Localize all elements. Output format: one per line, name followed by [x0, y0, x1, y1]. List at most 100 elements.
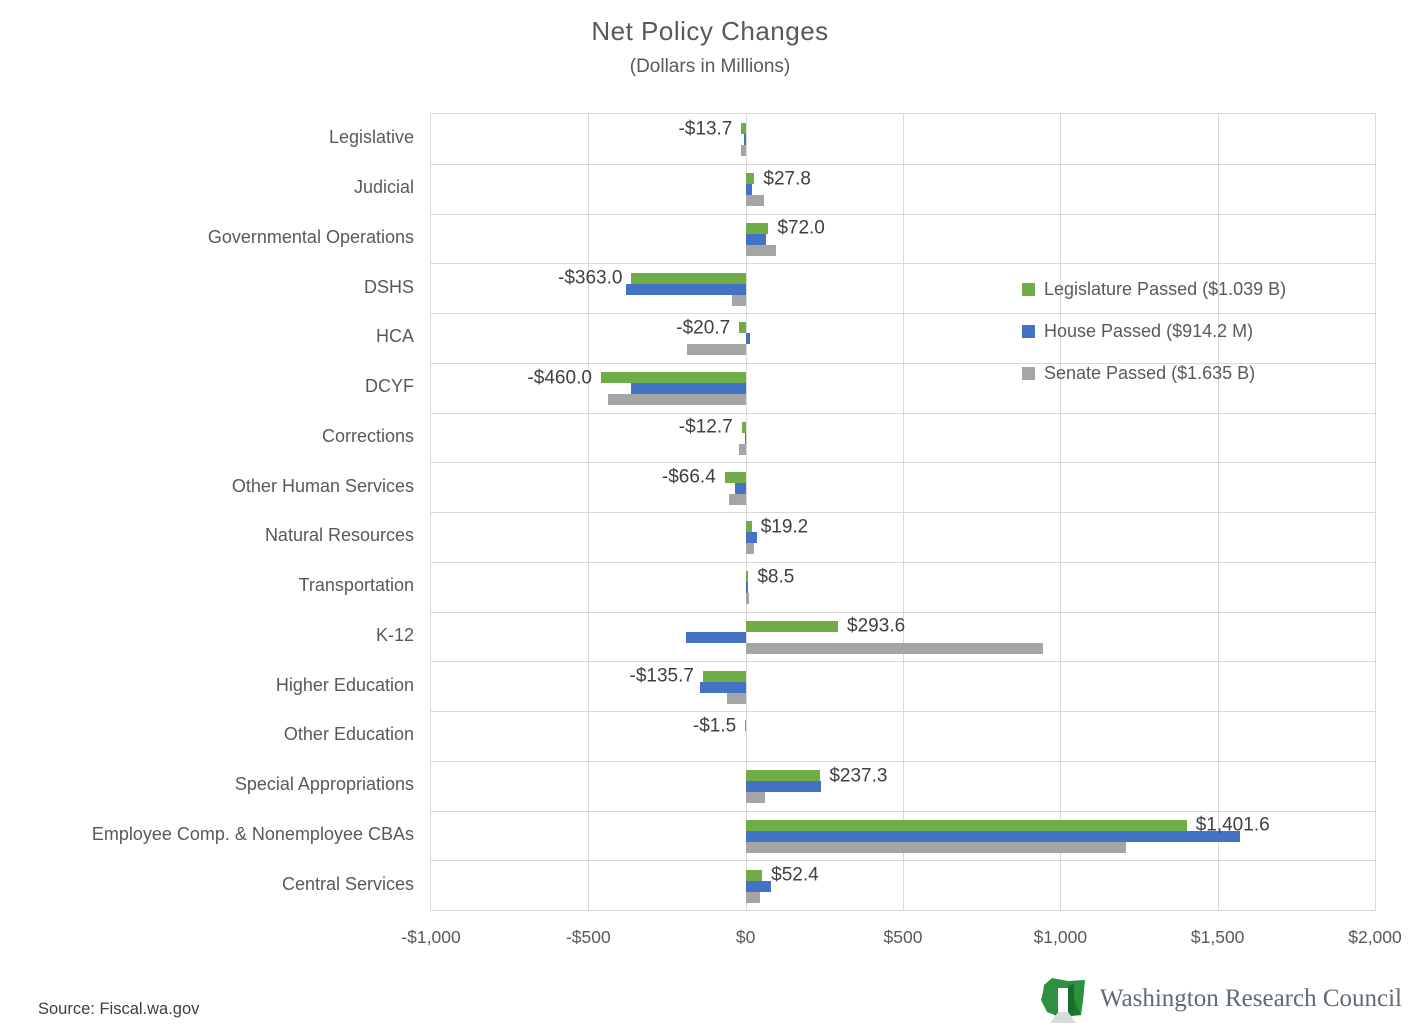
- bar-senate-passed: [740, 145, 746, 157]
- gridline-horizontal: [431, 512, 1375, 513]
- category-label: DSHS: [363, 276, 414, 297]
- bar-senate-passed: [745, 244, 776, 256]
- bar-senate-passed: [745, 792, 766, 804]
- bar-house-passed: [745, 781, 822, 793]
- bar-legislature-passed: [745, 620, 839, 632]
- bar-house-passed: [745, 830, 1240, 842]
- bar-house-passed: [745, 582, 749, 594]
- legend-label: Legislature Passed ($1.039 B): [1044, 279, 1287, 299]
- data-label: $237.3: [829, 765, 888, 787]
- bar-legislature-passed: [745, 571, 749, 583]
- data-label: $72.0: [777, 217, 825, 239]
- bar-senate-passed: [728, 493, 746, 505]
- x-axis: -$1,000 -$500 $0 $500 $1,000 $1,500 $2,000: [401, 927, 1401, 949]
- category-label: Governmental Operations: [207, 226, 414, 247]
- legend-swatch-blue: [1022, 325, 1035, 338]
- bar-senate-passed: [745, 891, 760, 903]
- data-label: $293.6: [847, 615, 906, 637]
- x-axis-tick-label: $0: [735, 927, 756, 947]
- gridline-horizontal: [431, 760, 1375, 762]
- bar-senate-passed: [608, 394, 746, 406]
- x-axis-tick-label: $1,000: [1033, 927, 1088, 947]
- x-axis-tick-label: $1,500: [1190, 927, 1245, 947]
- gridline-horizontal: [431, 860, 1375, 862]
- legend-label: Senate Passed ($1.635 B): [1044, 363, 1256, 383]
- legend-item-legislature: Legislature Passed ($1.039 B): [1022, 279, 1286, 299]
- bar-legislature-passed: [745, 521, 752, 533]
- gridline-horizontal: [431, 561, 1375, 563]
- category-label: Employee Comp. & Nonemployee CBAs: [91, 823, 414, 844]
- bar-house-passed: [745, 184, 752, 196]
- bar-house-passed: [745, 532, 757, 544]
- gridline-horizontal: [431, 462, 1375, 464]
- bar-senate-passed: [745, 593, 750, 605]
- legend-swatch-gray: [1022, 367, 1035, 380]
- bar-legislature-passed: [631, 272, 746, 284]
- bar-legislature-passed: [702, 670, 746, 682]
- bar-senate-passed: [745, 195, 764, 207]
- bar-house-passed: [745, 333, 751, 345]
- legend-label: House Passed ($914.2 M): [1044, 321, 1254, 341]
- data-label: -$1.5: [692, 715, 737, 737]
- chart-subtitle: (Dollars in Millions): [629, 56, 791, 77]
- category-label: K-12: [375, 624, 414, 645]
- gridline-horizontal: [431, 711, 1375, 712]
- gridline-horizontal: [431, 810, 1375, 812]
- gridline-horizontal: [431, 611, 1375, 613]
- legend-item-senate: Senate Passed ($1.635 B): [1022, 363, 1286, 383]
- bar-house-passed: [744, 432, 746, 444]
- category-label: Natural Resources: [264, 525, 414, 546]
- bar-legislature-passed: [745, 173, 755, 185]
- bar-legislature-passed: [741, 123, 746, 135]
- source-note: Source: Fiscal.wa.gov: [38, 1000, 200, 1018]
- legend: Legislature Passed ($1.039 B) House Pass…: [1022, 279, 1286, 409]
- bar-legislature-passed: [745, 770, 821, 782]
- bar-legislature-passed: [745, 819, 1187, 831]
- bar-house-passed: [745, 880, 771, 892]
- bar-senate-passed: [687, 344, 746, 356]
- plot-area: -$13.7 $27.8 $72.0 -$363.0 -$20.7 -$460.0 -$12…: [430, 113, 1376, 911]
- data-label: $8.5: [757, 566, 795, 588]
- bar-senate-passed: [726, 692, 746, 704]
- data-label: -$66.4: [661, 466, 716, 488]
- category-label: Judicial: [353, 177, 414, 198]
- bar-senate-passed: [739, 443, 746, 455]
- category-label: Corrections: [321, 425, 414, 446]
- bar-house-passed: [630, 383, 746, 395]
- x-axis-tick-label: -$500: [565, 927, 611, 947]
- category-axis: Legislative Judicial Governmental Operatio…: [0, 113, 414, 911]
- category-label: DCYF: [365, 376, 414, 397]
- legend-swatch-green: [1022, 283, 1035, 296]
- branding: Washington Research Council: [1038, 974, 1402, 1024]
- bar-house-passed: [734, 482, 746, 494]
- branding-text: Washington Research Council: [1099, 985, 1402, 1012]
- gridline-horizontal: [431, 263, 1375, 265]
- x-axis-tick-label: -$1,000: [401, 927, 461, 947]
- bar-legislature-passed: [745, 869, 763, 881]
- bar-legislature-passed: [724, 471, 746, 483]
- bar-senate-passed: [745, 543, 754, 555]
- bar-senate-passed: [731, 294, 746, 306]
- bar-legislature-passed: [745, 222, 769, 234]
- wrc-logo-icon: [1040, 978, 1085, 1023]
- category-label: Central Services: [281, 873, 414, 894]
- bar-legislature-passed: [739, 322, 746, 334]
- category-label: HCA: [375, 326, 414, 347]
- gridline-horizontal: [431, 661, 1375, 663]
- gridline-horizontal: [431, 412, 1375, 414]
- bar-senate-passed: [745, 642, 1044, 654]
- bar-house-passed: [700, 681, 746, 693]
- category-label: Legislative: [328, 127, 414, 148]
- x-axis-tick-label: $500: [883, 927, 923, 947]
- category-label: Other Human Services: [231, 475, 414, 496]
- gridline-horizontal: [431, 362, 1375, 364]
- data-label: $52.4: [771, 864, 819, 886]
- gridline-horizontal: [431, 313, 1375, 314]
- data-label: -$12.7: [678, 416, 733, 438]
- bar-house-passed: [745, 233, 767, 245]
- bar-house-passed: [744, 134, 746, 146]
- bar-legislature-passed: [741, 421, 746, 433]
- bar-legislature-passed: [600, 372, 746, 384]
- bar-senate-passed: [745, 841, 1127, 853]
- data-label: $19.2: [760, 516, 809, 538]
